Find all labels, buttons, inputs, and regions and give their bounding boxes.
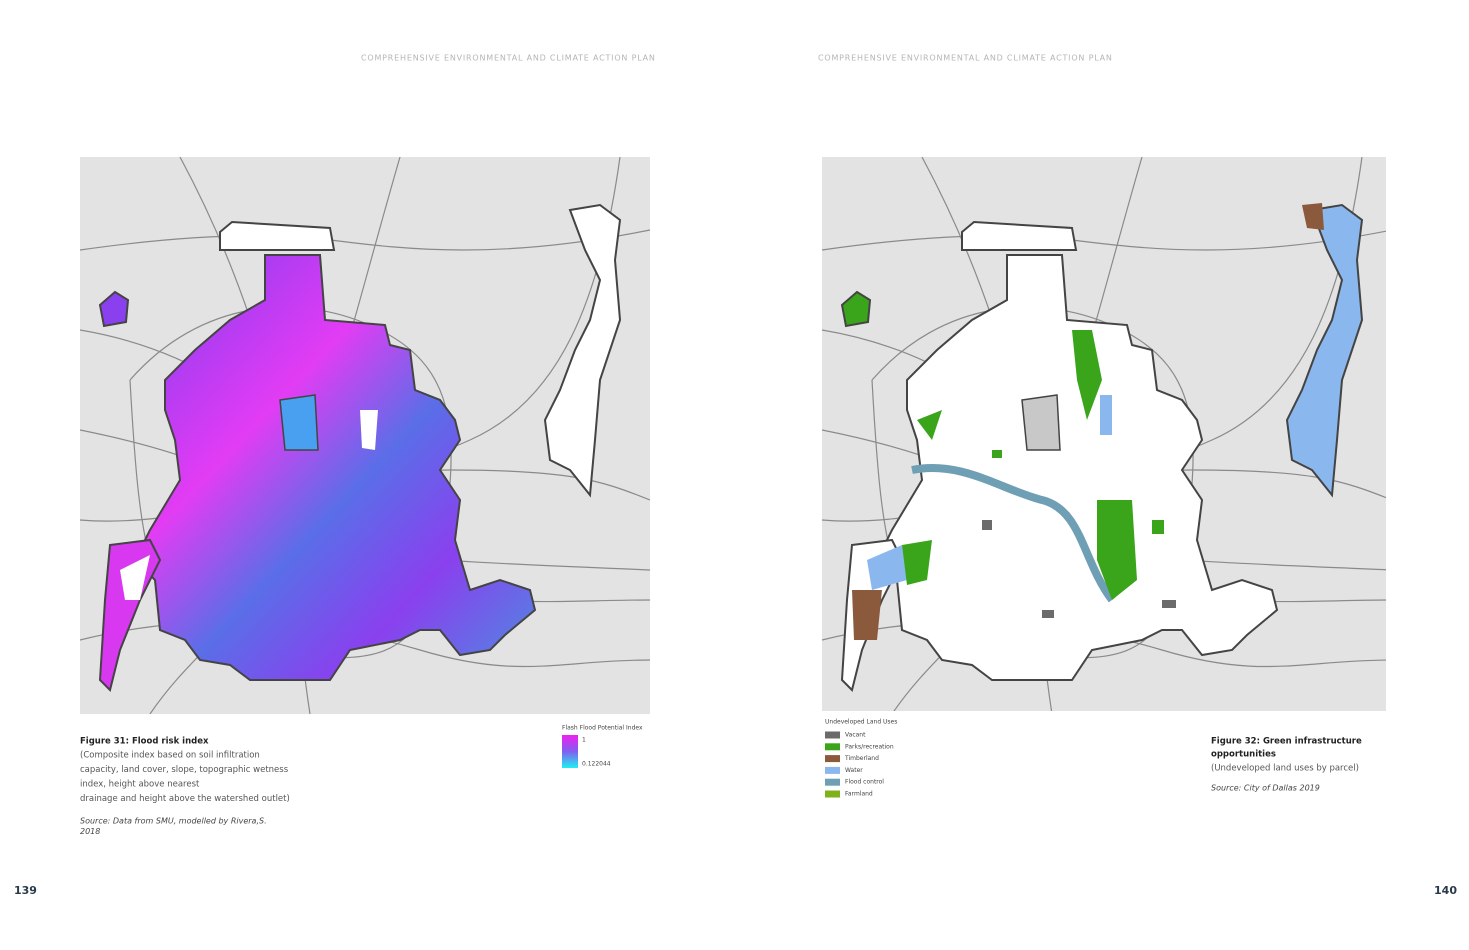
figure-title: Figure 31: Flood risk index xyxy=(80,737,209,747)
legend-swatch xyxy=(825,778,840,786)
legend-swatch xyxy=(825,731,840,739)
running-header: COMPREHENSIVE ENVIRONMENTAL AND CLIMATE … xyxy=(818,54,1113,63)
legend-label: Water xyxy=(845,767,863,774)
figure-source: 2018 xyxy=(80,827,100,836)
legend-swatch xyxy=(825,790,840,798)
legend-title: Undeveloped Land Uses xyxy=(825,719,897,726)
running-header: COMPREHENSIVE ENVIRONMENTAL AND CLIMATE … xyxy=(361,54,656,63)
legend-swatch xyxy=(825,743,840,751)
figure-description: drainage and height above the watershed … xyxy=(80,794,290,804)
page-number: 139 xyxy=(14,884,37,897)
figure-source: Source: Data from SMU, modelled by River… xyxy=(80,817,267,826)
legend-label: Timberland xyxy=(844,755,879,762)
figure-title: Figure 32: Green infrastructure xyxy=(1211,737,1362,747)
legend-gradient xyxy=(562,735,578,768)
green-infrastructure-map xyxy=(822,157,1386,711)
legend-label: Farmland xyxy=(845,791,873,798)
figure-description: capacity, land cover, slope, topographic… xyxy=(80,765,289,775)
page-number: 140 xyxy=(1434,884,1457,897)
legend-max: 1 xyxy=(582,737,586,744)
legend-label: Vacant xyxy=(845,732,866,739)
legend-label: Parks/recreation xyxy=(845,743,894,750)
figure-source: Source: City of Dallas 2019 xyxy=(1211,784,1320,793)
figure-description: (Composite index based on soil infiltrat… xyxy=(80,751,260,761)
figure-description: index, height above nearest xyxy=(80,780,200,790)
legend-label: Flood control xyxy=(845,779,884,786)
legend-swatch xyxy=(825,766,840,774)
legend-swatch xyxy=(825,755,840,763)
legend-title: Flash Flood Potential Index xyxy=(562,725,643,732)
figure-description: (Undeveloped land uses by parcel) xyxy=(1211,764,1359,774)
flood-risk-map xyxy=(80,157,650,714)
figure-title: opportunities xyxy=(1211,750,1276,760)
legend-min: 0.122044 xyxy=(582,761,611,768)
